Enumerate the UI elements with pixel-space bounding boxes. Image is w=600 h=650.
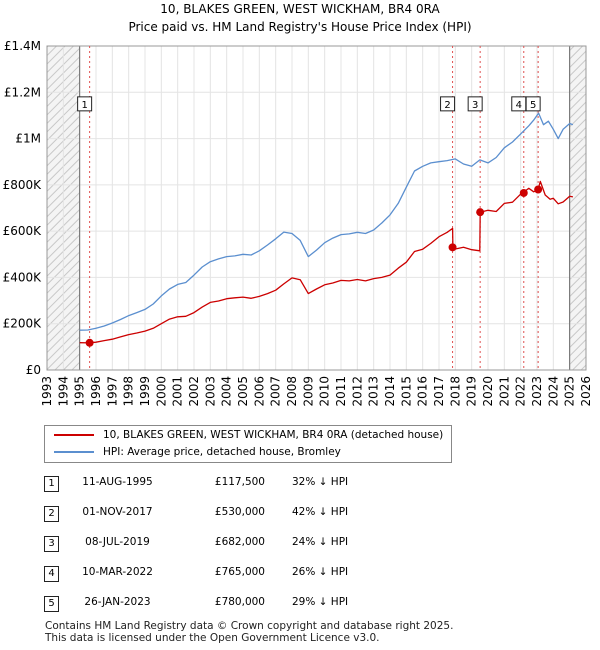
footer: Contains HM Land Registry data © Crown c…: [45, 620, 453, 644]
x-tick-label: 2010: [318, 376, 332, 407]
sale-row: 1 11-AUG-1995 £117,500 32% ↓ HPI: [0, 468, 600, 498]
x-tick-label: 2020: [481, 376, 495, 407]
sale-price: £682,000: [214, 536, 265, 548]
sale-label-box: [77, 96, 93, 112]
x-tick-label: 1998: [122, 376, 136, 407]
sale-label-number: 4: [516, 100, 522, 111]
sale-row: 4 10-MAR-2022 £765,000 26% ↓ HPI: [0, 558, 600, 588]
x-tick-label: 2017: [432, 376, 446, 407]
sale-price: £780,000: [214, 596, 265, 608]
x-tick-label: 2011: [334, 376, 348, 407]
sale-hpi-diff: 26% ↓ HPI: [292, 566, 349, 578]
x-tick-label: 2016: [416, 376, 430, 407]
y-tick-label: £1.2M: [4, 85, 41, 99]
hpi-line: [79, 112, 574, 331]
sale-label-number: 3: [472, 100, 478, 111]
sale-label-number: 1: [81, 100, 87, 111]
chart-title-block: 10, BLAKES GREEN, WEST WICKHAM, BR4 0RA …: [0, 0, 600, 36]
price-chart: 1 2 3 4 5 £0 £200K £400K £600K £800K £1M £1.2M £1.4M…: [3, 39, 593, 407]
x-tick-label: 2013: [367, 376, 381, 407]
sale-row: 3 08-JUL-2019 £682,000 24% ↓ HPI: [0, 528, 600, 558]
plot-frame: [46, 45, 587, 371]
sale-row: 2 01-NOV-2017 £530,000 42% ↓ HPI: [0, 498, 600, 528]
x-tick-label: 2003: [203, 376, 217, 407]
sale-point: [534, 185, 543, 194]
x-tick-label: 1994: [56, 376, 70, 407]
plot-area: [47, 46, 586, 370]
x-tick-label: 1996: [89, 376, 103, 407]
sale-label-box: [467, 96, 483, 112]
sale-number-badge: 4: [44, 566, 59, 582]
x-tick-label: 1999: [138, 376, 152, 407]
y-tick-label: £0: [26, 363, 41, 377]
x-tick-label: 1995: [73, 376, 87, 407]
sale-date: 08-JUL-2019: [85, 536, 150, 548]
x-tick-label: 2026: [579, 376, 593, 407]
x-tick-label: 2022: [514, 376, 528, 407]
x-tick-label: 2001: [171, 376, 185, 407]
x-tick-label: 2019: [465, 376, 479, 407]
sale-row: 5 26-JAN-2023 £780,000 29% ↓ HPI: [0, 588, 600, 618]
sale-hpi-diff: 32% ↓ HPI: [292, 476, 349, 488]
x-tick-label: 2002: [187, 376, 201, 407]
x-tick-label: 2005: [236, 376, 250, 407]
legend-label-property: 10, BLAKES GREEN, WEST WICKHAM, BR4 0RA …: [103, 429, 444, 441]
x-tick-label: 2008: [285, 376, 299, 407]
x-tick-label: 2021: [497, 376, 511, 407]
legend-swatch-property: [54, 434, 94, 436]
hatched-region: [569, 46, 586, 370]
y-tick-label: £1M: [15, 132, 41, 146]
x-tick-label: 2025: [563, 376, 577, 407]
chart-title: 10, BLAKES GREEN, WEST WICKHAM, BR4 0RA: [160, 2, 440, 16]
sale-point: [519, 188, 528, 197]
y-tick-label: £1.4M: [4, 39, 41, 53]
chart-subtitle: Price paid vs. HM Land Registry's House …: [128, 20, 472, 34]
sale-date: 10-MAR-2022: [82, 566, 153, 578]
sale-date: 26-JAN-2023: [84, 596, 151, 608]
sale-point: [85, 338, 94, 347]
sale-label-box: [525, 96, 541, 112]
x-tick-label: 2006: [252, 376, 266, 407]
footer-copyright: Contains HM Land Registry data © Crown c…: [45, 620, 454, 632]
sale-hpi-diff: 42% ↓ HPI: [292, 506, 349, 518]
sale-point: [448, 243, 457, 252]
sale-label-number: 2: [444, 100, 450, 111]
sale-hpi-diff: 24% ↓ HPI: [292, 536, 349, 548]
legend-label-hpi: HPI: Average price, detached house, Brom…: [103, 446, 341, 458]
x-tick-label: 1993: [40, 376, 54, 407]
x-tick-label: 2018: [448, 376, 462, 407]
sale-price: £765,000: [214, 566, 265, 578]
sale-price: £530,000: [214, 506, 265, 518]
legend-swatch-hpi: [54, 451, 94, 453]
sale-date: 11-AUG-1995: [82, 476, 153, 488]
y-tick-label: £200K: [3, 317, 43, 331]
x-tick-label: 2023: [530, 376, 544, 407]
sale-date: 01-NOV-2017: [82, 506, 153, 518]
sale-hpi-diff: 29% ↓ HPI: [292, 596, 349, 608]
sale-number-badge: 2: [44, 506, 59, 522]
y-tick-label: £400K: [3, 270, 43, 284]
sale-price: £117,500: [214, 476, 265, 488]
legend: 10, BLAKES GREEN, WEST WICKHAM, BR4 0RA …: [44, 425, 452, 463]
sale-number-badge: 3: [44, 536, 59, 552]
y-tick-label: £600K: [3, 224, 43, 238]
x-tick-label: 2000: [154, 376, 168, 407]
x-tick-label: 2004: [220, 376, 234, 407]
sale-number-badge: 1: [44, 476, 59, 492]
x-tick-label: 2024: [546, 376, 560, 407]
x-tick-label: 2007: [269, 376, 283, 407]
y-tick-label: £800K: [3, 178, 43, 192]
x-tick-label: 2009: [301, 376, 315, 407]
x-tick-label: 2014: [383, 376, 397, 407]
sale-label-box: [440, 96, 456, 112]
sale-number-badge: 5: [44, 596, 59, 612]
sale-point: [476, 208, 485, 217]
sale-label-number: 5: [530, 100, 536, 111]
x-tick-label: 1997: [105, 376, 119, 407]
footer-licence: This data is licensed under the Open Gov…: [45, 632, 380, 644]
x-tick-label: 2015: [399, 376, 413, 407]
x-tick-label: 2012: [350, 376, 364, 407]
